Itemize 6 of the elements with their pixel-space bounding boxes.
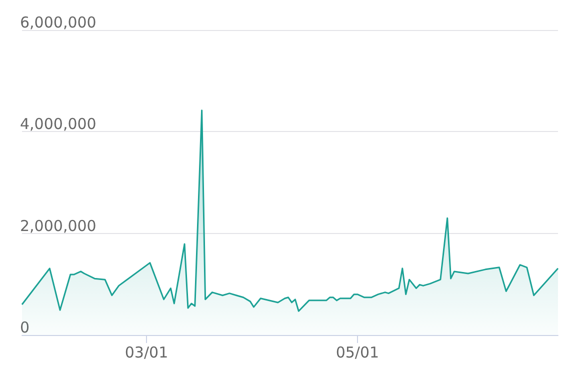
y-tick-label: 2,000,000 xyxy=(20,216,96,235)
y-tick-label: 6,000,000 xyxy=(20,14,96,32)
x-tick-label: 03/01 xyxy=(124,344,168,362)
x-tick-label: 05/01 xyxy=(336,344,380,362)
y-tick-label: 4,000,000 xyxy=(20,115,96,134)
y-tick-label: 0 xyxy=(20,318,30,336)
